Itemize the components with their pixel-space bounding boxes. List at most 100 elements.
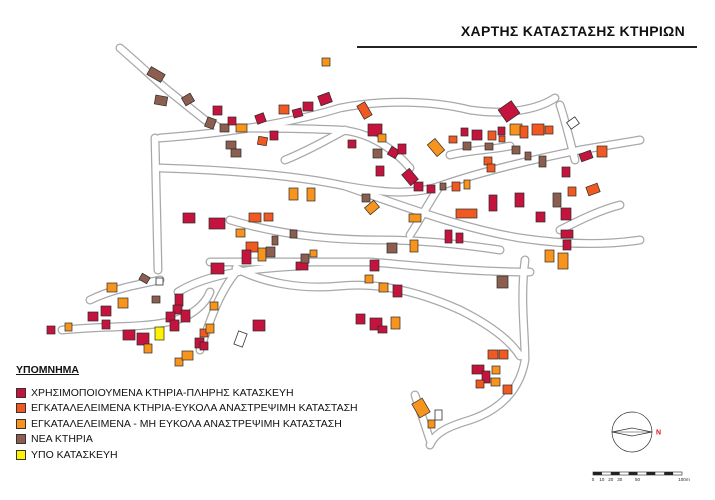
legend-label: ΕΓΚΑΤΑΛΕΛΕΙΜΕΝΑ - ΜΗ ΕΥΚΟΛΑ ΑΝΑΣΤΡΕΨΙΜΗ … bbox=[31, 417, 342, 430]
road bbox=[58, 288, 214, 334]
legend-label: ΝΕΑ ΚΤΗΡΙΑ bbox=[31, 433, 93, 446]
legend-item-under-construction: ΥΠΟ ΚΑΤΑΣΚΕΥΗ bbox=[16, 447, 316, 463]
building-in-use bbox=[252, 319, 266, 332]
building-abandoned-reversible bbox=[256, 135, 269, 147]
building-abandoned-irreversible bbox=[409, 239, 419, 253]
road bbox=[556, 201, 624, 234]
scale-unit: m bbox=[686, 477, 690, 482]
building-abandoned-reversible bbox=[498, 135, 506, 143]
building-in-use bbox=[560, 229, 574, 239]
building-abandoned-reversible bbox=[487, 130, 497, 141]
building-abandoned-reversible bbox=[596, 145, 608, 158]
building-abandoned-reversible bbox=[544, 125, 554, 135]
road bbox=[426, 256, 529, 449]
building-abandoned-irreversible bbox=[491, 365, 501, 375]
buildings-layer bbox=[46, 57, 608, 429]
road bbox=[406, 182, 444, 239]
building-in-use bbox=[241, 249, 252, 265]
building-abandoned-irreversible bbox=[544, 249, 555, 263]
building-in-use bbox=[471, 129, 483, 141]
building-abandoned-reversible bbox=[455, 208, 478, 219]
building-new bbox=[552, 192, 562, 208]
legend-swatch bbox=[16, 418, 26, 429]
building-in-use bbox=[386, 145, 401, 160]
building-in-use bbox=[413, 181, 424, 192]
building-in-use bbox=[174, 293, 184, 307]
building-abandoned-reversible bbox=[448, 135, 458, 144]
building-abandoned-reversible bbox=[585, 182, 601, 197]
building-in-use bbox=[169, 319, 180, 332]
building-in-use bbox=[269, 130, 279, 141]
scale-segment bbox=[646, 472, 656, 475]
building-abandoned-irreversible bbox=[205, 323, 215, 334]
building-abandoned-reversible bbox=[248, 212, 262, 223]
building-in-use bbox=[180, 309, 191, 323]
building-in-use bbox=[100, 305, 112, 317]
legend-swatch bbox=[16, 387, 26, 398]
building-in-use bbox=[172, 304, 183, 315]
building-in-use bbox=[101, 319, 111, 330]
road bbox=[174, 262, 304, 296]
legend-item-in-use: ΧΡΗΣΙΜΟΠΟΙΟΥΜΕΝΑ ΚΤΗΡΙΑ-ΠΛΗΡΗΣ ΚΑΤΑΣΚΕΥΗ bbox=[16, 385, 316, 401]
building-in-use bbox=[444, 229, 453, 244]
building-abandoned-irreversible bbox=[408, 213, 422, 223]
building-abandoned-reversible bbox=[475, 379, 485, 389]
building-abandoned-reversible bbox=[487, 349, 499, 360]
road bbox=[556, 101, 579, 164]
legend: ΥΠΟΜΝΗΜΑ ΧΡΗΣΙΜΟΠΟΙΟΥΜΕΝΑ ΚΤΗΡΙΑ-ΠΛΗΡΗΣ … bbox=[16, 364, 358, 463]
building-abandoned-reversible bbox=[567, 186, 577, 197]
road bbox=[281, 126, 349, 164]
building-in-use bbox=[562, 239, 572, 251]
road bbox=[156, 136, 644, 196]
building-new bbox=[219, 123, 230, 133]
building-abandoned-reversible bbox=[498, 349, 509, 360]
building-in-use bbox=[481, 370, 491, 384]
building-new bbox=[361, 193, 371, 203]
building-in-use bbox=[212, 105, 223, 116]
road bbox=[232, 264, 524, 360]
building-in-use bbox=[254, 112, 267, 125]
building-in-use bbox=[199, 341, 209, 351]
building-new bbox=[265, 246, 276, 258]
legend-heading: ΥΠΟΜΝΗΜΑ bbox=[16, 364, 79, 376]
building-abandoned-irreversible bbox=[378, 282, 389, 293]
building-in-use bbox=[46, 325, 56, 335]
building-in-use bbox=[375, 165, 385, 177]
building-abandoned-reversible bbox=[502, 384, 513, 395]
building-new bbox=[138, 272, 151, 285]
road bbox=[116, 44, 224, 132]
building-outline bbox=[566, 116, 580, 130]
building-abandoned-irreversible bbox=[377, 133, 387, 143]
building-abandoned-irreversible bbox=[426, 138, 446, 157]
building-abandoned-irreversible bbox=[427, 419, 436, 429]
legend-label: ΧΡΗΣΙΜΟΠΟΙΟΥΜΕΝΑ ΚΤΗΡΙΑ-ΠΛΗΡΗΣ ΚΑΤΑΣΚΕΥΗ bbox=[31, 386, 294, 399]
building-abandoned-irreversible bbox=[309, 249, 318, 258]
road bbox=[151, 134, 162, 274]
building-abandoned-irreversible bbox=[117, 297, 129, 309]
building-in-use bbox=[561, 166, 571, 178]
scale-tick-label: 50 bbox=[635, 477, 641, 482]
building-in-use bbox=[560, 207, 572, 221]
building-abandoned-reversible bbox=[245, 241, 259, 253]
building-new bbox=[230, 148, 242, 158]
legend-label: ΕΓΚΑΤΑΛΕΛΕΙΜΕΝΑ ΚΤΗΡΙΑ-ΕΥΚΟΛΑ ΑΝΑΣΤΡΕΨΙΜ… bbox=[31, 402, 358, 415]
building-outline bbox=[434, 409, 443, 421]
building-new bbox=[511, 145, 521, 155]
building-abandoned-irreversible bbox=[288, 187, 299, 201]
building-in-use bbox=[87, 311, 99, 322]
scale-tick-label: 20 bbox=[608, 477, 614, 482]
building-in-use bbox=[122, 329, 136, 341]
scale-tick-label: 0 bbox=[592, 477, 595, 482]
building-abandoned-reversible bbox=[519, 125, 529, 139]
building-in-use bbox=[317, 91, 333, 107]
building-abandoned-irreversible bbox=[306, 187, 316, 202]
building-in-use bbox=[460, 127, 469, 137]
building-in-use bbox=[227, 116, 237, 126]
building-abandoned-reversible bbox=[486, 163, 496, 173]
building-new bbox=[300, 253, 310, 264]
building-in-use bbox=[392, 284, 403, 298]
building-in-use bbox=[397, 143, 407, 155]
scale-tick-label: 10 bbox=[599, 477, 605, 482]
building-new bbox=[386, 242, 398, 254]
